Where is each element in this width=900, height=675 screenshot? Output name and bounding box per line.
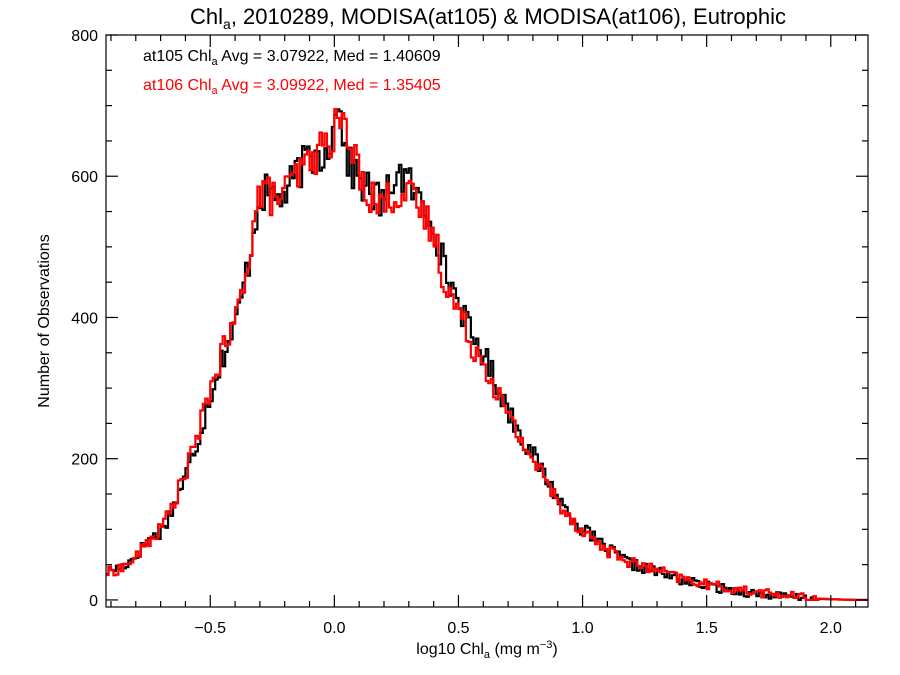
series-layer <box>106 108 868 602</box>
x-axis-label-rest: (mg m <box>490 641 540 658</box>
y-tick-label: 0 <box>89 593 98 610</box>
chart-title-sub: a <box>223 16 231 32</box>
plot-frame <box>105 34 869 608</box>
x-axis-label-sup: −3 <box>540 639 553 651</box>
series-2-histogram-line <box>106 108 868 602</box>
chart-title: Chla, 2010289, MODISA(at105) & MODISA(at… <box>190 4 786 32</box>
x-tick-label: 2.0 <box>820 620 842 637</box>
y-tick-label: 600 <box>71 169 98 186</box>
chart-title-main: Chl <box>190 4 223 29</box>
series-1-annotation-prefix: at105 Chl <box>143 48 212 65</box>
tick-layer: −0.5 0.0 0.5 1.0 1.5 2.0 0 200 400 600 800 <box>71 28 868 637</box>
series-1-annotation: at105 Chla Avg = 3.07922, Med = 1.40609 <box>143 48 441 68</box>
series-1-histogram-line <box>106 108 868 602</box>
x-axis-label: log10 Chla (mg m−3) <box>416 639 557 661</box>
y-tick-label: 400 <box>71 310 98 327</box>
x-tick-label: 0.5 <box>447 620 469 637</box>
x-tick-label: 0.0 <box>323 620 345 637</box>
x-tick-label: −0.5 <box>194 620 226 637</box>
x-tick-label: 1.5 <box>696 620 718 637</box>
y-axis-label: Number of Observations <box>36 234 53 407</box>
series-1-annotation-rest: Avg = 3.07922, Med = 1.40609 <box>218 48 441 65</box>
y-tick-label: 200 <box>71 452 98 469</box>
series-2-annotation-rest: Avg = 3.09922, Med = 1.35405 <box>218 77 441 94</box>
x-tick-label: 1.0 <box>571 620 593 637</box>
x-axis-label-end: ) <box>552 641 557 658</box>
x-axis-label-main: log10 Chl <box>416 641 484 658</box>
series-2-annotation-prefix: at106 Chl <box>143 77 212 94</box>
series-2-annotation: at106 Chla Avg = 3.09922, Med = 1.35405 <box>143 77 441 97</box>
series-1-annotation-sub: a <box>212 56 219 68</box>
y-tick-label: 800 <box>71 28 98 45</box>
chart-title-rest: , 2010289, MODISA(at105) & MODISA(at106)… <box>231 4 786 29</box>
x-axis-label-sub: a <box>484 649 491 661</box>
series-2-annotation-sub: a <box>212 85 219 97</box>
